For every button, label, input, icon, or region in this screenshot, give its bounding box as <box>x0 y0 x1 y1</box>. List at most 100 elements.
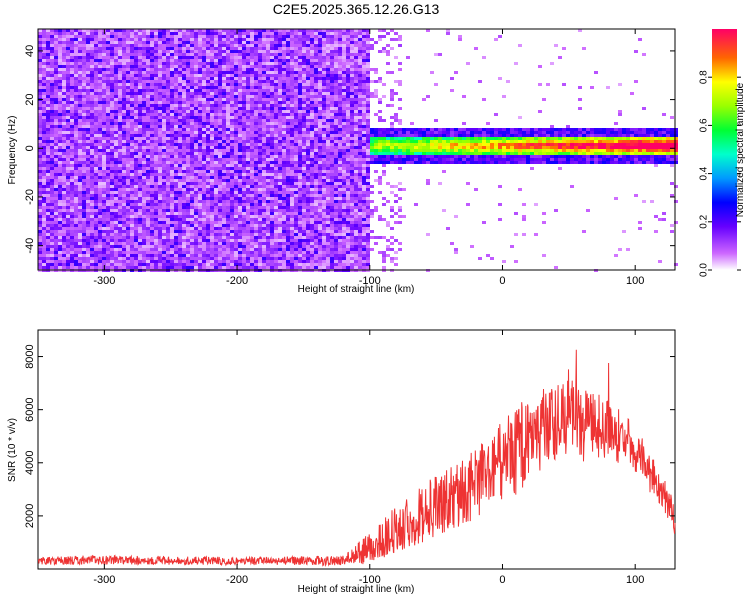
spectrogram-cell <box>254 158 258 161</box>
spectrogram-cell <box>118 122 122 125</box>
spectrogram-cell <box>86 254 90 257</box>
spectrogram-cell <box>122 104 126 107</box>
spectrogram-cell <box>78 68 82 71</box>
spectrogram-cell <box>118 209 122 212</box>
spectrogram-cell <box>42 74 46 77</box>
spectrogram-cell <box>198 158 202 161</box>
spectrogram-cell <box>150 263 154 266</box>
spectrogram-cell <box>66 38 70 41</box>
spectrogram-cell <box>74 119 78 122</box>
spectrogram-cell <box>86 137 90 140</box>
spectrogram-cell <box>234 149 238 152</box>
spectrogram-cell <box>218 224 222 227</box>
spectrogram-cell <box>54 110 58 113</box>
spectrogram-cell <box>70 263 74 266</box>
spectrogram-cell <box>210 80 214 83</box>
spectrogram-cell <box>42 86 46 89</box>
spectrogram-cell <box>214 68 218 71</box>
spectrogram-cell <box>266 155 270 158</box>
spectrogram-cell <box>74 116 78 119</box>
spectrogram-cell <box>70 152 74 155</box>
spectrogram-cell <box>226 89 230 92</box>
spectrogram-cell <box>106 95 110 98</box>
spectrogram-cell <box>258 248 262 251</box>
spectrogram-cell <box>242 146 246 149</box>
spectrogram-cell <box>254 140 258 143</box>
spectrogram-cell <box>110 35 114 38</box>
spectrogram-cell <box>110 164 114 167</box>
spectrogram-cell <box>142 92 146 95</box>
spectrogram-cell <box>146 224 150 227</box>
spectrogram-cell <box>190 113 194 116</box>
spectrogram-cell <box>150 119 154 122</box>
spectrogram-cell <box>94 77 98 80</box>
spectrogram-cell <box>38 146 42 149</box>
spectrogram-cell <box>234 164 238 167</box>
spectrogram-cell <box>146 146 150 149</box>
spectrogram-cell <box>234 266 238 269</box>
spectrogram-cell <box>166 41 170 44</box>
spectrogram-cell <box>90 116 94 119</box>
spectrogram-cell <box>222 119 226 122</box>
spectrogram-cell <box>198 125 202 128</box>
spectrogram-cell <box>226 53 230 56</box>
spectrogram-cell <box>154 149 158 152</box>
spectrogram-cell <box>170 41 174 44</box>
spectrogram-cell <box>38 158 42 161</box>
spectrogram-cell <box>110 167 114 170</box>
spectrogram-cell <box>246 83 250 86</box>
spectrogram-cell <box>210 86 214 89</box>
spectrogram-cell <box>230 260 234 263</box>
spectrogram-cell <box>258 53 262 56</box>
spectrogram-cell <box>282 38 286 41</box>
spectrogram-cell <box>134 134 138 137</box>
spectrogram-cell <box>58 191 62 194</box>
spectrogram-cell <box>58 98 62 101</box>
spectrogram-cell <box>154 59 158 62</box>
spectrogram-cell <box>162 209 166 212</box>
spectrogram-cell <box>114 50 118 53</box>
spectrogram-cell <box>194 98 198 101</box>
spectrogram-cell <box>166 134 170 137</box>
spectrogram-cell <box>70 188 74 191</box>
spectrogram-cell <box>174 110 178 113</box>
spectrogram-cell <box>258 92 262 95</box>
spectrogram-cell <box>74 56 78 59</box>
spectrogram-cell <box>154 197 158 200</box>
spectrogram-cell <box>282 104 286 107</box>
spectrogram-cell <box>74 155 78 158</box>
spectrogram-cell <box>142 182 146 185</box>
spectrogram-cell <box>146 44 150 47</box>
spectrogram-cell <box>150 209 154 212</box>
spectrogram-cell <box>146 197 150 200</box>
spectrogram-cell <box>166 182 170 185</box>
spectrogram-cell <box>194 254 198 257</box>
spectrogram-cell <box>98 185 102 188</box>
spectrogram-cell <box>178 248 182 251</box>
spectrogram-cell <box>194 245 198 248</box>
spectrogram-cell <box>38 74 42 77</box>
spectrogram-cell <box>70 218 74 221</box>
spectrogram-cell <box>266 257 270 260</box>
spectrogram-cell <box>194 242 198 245</box>
spectrogram-cell <box>282 122 286 125</box>
spectrogram-cell <box>138 236 142 239</box>
spectrogram-cell <box>98 212 102 215</box>
spectrogram-cell <box>270 185 274 188</box>
spectrogram-cell <box>114 143 118 146</box>
spectrogram-cell <box>258 149 262 152</box>
spectrogram-cell <box>174 143 178 146</box>
spectrogram-cell <box>130 83 134 86</box>
spectrogram-cell <box>274 68 278 71</box>
spectrogram-cell <box>78 146 82 149</box>
spectrogram-cell <box>74 257 78 260</box>
spectrogram-cell <box>82 188 86 191</box>
spectrogram-cell <box>158 59 162 62</box>
spectrogram-cell <box>58 164 62 167</box>
spectrogram-cell <box>82 194 86 197</box>
spectrogram-cell <box>146 68 150 71</box>
spectrogram-cell <box>74 179 78 182</box>
spectrogram-cell <box>38 176 42 179</box>
spectrogram-cell <box>90 176 94 179</box>
spectrogram-cell <box>70 164 74 167</box>
